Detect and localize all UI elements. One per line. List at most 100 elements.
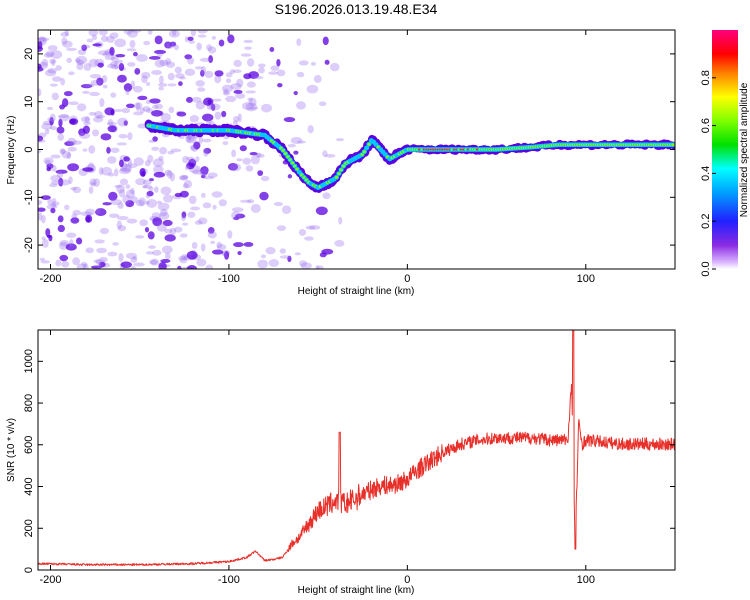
- spectrogram-speckle-cell: [81, 261, 88, 267]
- spectrogram-speckle-cell: [46, 204, 58, 210]
- spectrogram-speckle-cell: [101, 35, 109, 42]
- spectrogram-speckle-cell: [130, 187, 135, 195]
- spectrogram-speckle-cell: [75, 237, 83, 245]
- spectrogram-speckle-cell: [243, 39, 253, 44]
- spectrogram-x-tick-label: 0: [404, 273, 410, 285]
- spectrogram-speckle-cell: [200, 174, 206, 179]
- spectrogram-speckle-cell: [58, 113, 70, 122]
- spectrogram-speckle-cell: [38, 63, 42, 70]
- spectrogram-speckle-cell: [88, 186, 94, 194]
- spectrogram-speckle-cell: [179, 257, 188, 264]
- spectrogram-speckle-cell: [142, 184, 148, 189]
- spectrogram-speckle-cell: [299, 260, 307, 267]
- spectrogram-speckle-cell: [204, 70, 214, 79]
- spectrogram-speckle-cell: [230, 163, 242, 172]
- spectrogram-speckle-cell: [203, 148, 209, 157]
- spectrogram-speckle-cell: [38, 139, 46, 143]
- spectrogram-speckle-cell: [153, 171, 166, 178]
- spectrogram-speckle-cell: [141, 71, 151, 79]
- spectrogram-speckle-cell: [237, 113, 242, 123]
- spectrogram-speckle-cell: [231, 207, 244, 213]
- spectrogram-speckle-cell: [101, 166, 113, 176]
- spectrogram-speckle-cell: [51, 198, 57, 203]
- spectrogram-speckle-cell: [216, 241, 223, 249]
- spectrogram-speckle-cell: [49, 58, 57, 64]
- spectrogram-speckle-cell: [127, 30, 139, 38]
- spectrogram-speckle-cell: [65, 243, 77, 251]
- spectrogram-speckle-cell: [279, 248, 286, 254]
- spectrogram-speckle-cell: [334, 240, 345, 247]
- spectrogram-speckle-cell: [117, 117, 129, 127]
- spectrogram-speckle-cell: [50, 50, 63, 59]
- spectrogram-y-tick-label: 20: [23, 48, 35, 60]
- ridge-cell-core: [293, 164, 297, 168]
- spectrogram-speckle-cell: [50, 164, 57, 172]
- spectrogram-speckle-cell: [104, 56, 116, 61]
- spectrogram-speckle-cell: [88, 145, 96, 154]
- spectrogram-speckle-cell: [149, 98, 161, 104]
- spectrogram-speckle-cell: [205, 264, 214, 269]
- spectrogram-speckle-cell: [59, 148, 66, 155]
- spectrogram-speckle-cell: [273, 202, 284, 207]
- spectrogram-speckle-cell: [130, 257, 138, 263]
- spectrogram-speckle-cell: [152, 158, 165, 167]
- ridge-cell-core: [362, 150, 366, 154]
- ridge-cell-core: [337, 172, 341, 175]
- spectrogram-speckle-cell: [119, 178, 129, 186]
- colorbar-tick-label: 0.2: [700, 214, 712, 229]
- spectrogram-speckle-cell: [233, 89, 243, 94]
- snr-x-tick-label: 0: [404, 574, 410, 586]
- spectrogram-speckle-cell: [250, 203, 261, 213]
- ridge-cell-core: [281, 149, 285, 152]
- spectrogram-speckle-cell: [247, 199, 255, 204]
- spectrogram-speckle-cell: [64, 204, 70, 211]
- spectrogram-speckle-cell: [223, 88, 229, 95]
- spectrogram-speckle-cell: [149, 259, 158, 265]
- spectrogram-speckle-cell: [109, 32, 119, 39]
- spectrogram-speckle-cell: [109, 46, 115, 56]
- spectrogram-speckle-cell: [155, 103, 164, 110]
- spectrogram-speckle-cell: [193, 141, 201, 150]
- spectrogram-speckle-cell: [329, 62, 340, 72]
- snr-y-tick-label: 800: [23, 394, 35, 412]
- spectrogram-speckle-cell: [257, 170, 264, 176]
- spectrogram-speckle-cell: [119, 159, 124, 168]
- spectrogram-speckle-cell: [120, 163, 132, 173]
- spectrogram-speckle-cell: [279, 255, 291, 259]
- spectrogram-speckle-cell: [150, 258, 160, 266]
- spectrogram-speckle-cell: [38, 88, 42, 97]
- spectrogram-speckle-cell: [126, 218, 138, 224]
- spectrogram-speckle-cell: [114, 60, 119, 70]
- spectrogram-speckle-cell: [200, 166, 209, 175]
- spectrogram-speckle-cell: [49, 183, 58, 188]
- spectrogram-speckle-cell: [139, 219, 148, 227]
- spectrogram-speckle-cell: [233, 116, 240, 122]
- spectrogram-speckle-cell: [306, 84, 319, 94]
- spectrogram-speckle-cell: [243, 73, 252, 80]
- spectrogram-speckle-cell: [55, 65, 62, 71]
- spectrogram-speckle-cell: [296, 38, 302, 46]
- spectrogram-speckle-cell: [107, 63, 117, 69]
- spectrogram-speckle-cell: [85, 216, 91, 223]
- spectrogram-speckle-cell: [276, 225, 287, 231]
- spectrogram-speckle-cell: [59, 239, 69, 247]
- spectrogram-speckle-cell: [88, 58, 99, 68]
- spectrogram-speckle-cell: [38, 149, 42, 154]
- spectrogram-speckle-cell: [110, 199, 123, 206]
- spectrogram-speckle-cell: [98, 30, 108, 36]
- spectrogram-speckle-cell: [83, 63, 92, 71]
- spectrogram-speckle-cell: [169, 172, 176, 182]
- spectrogram-speckle-cell: [243, 242, 254, 247]
- spectrogram-speckle-cell: [169, 41, 177, 47]
- spectrogram-speckle-cell: [183, 180, 193, 189]
- spectrogram-speckle-cell: [154, 59, 166, 68]
- snr-x-tick-label: -100: [218, 574, 240, 586]
- spectrogram-speckle-cell: [117, 74, 127, 83]
- spectrogram-speckle-cell: [125, 163, 138, 169]
- spectrogram-speckle-cell: [190, 145, 197, 151]
- spectrogram-speckle-cell: [60, 31, 70, 37]
- spectrogram-speckle-cell: [197, 87, 206, 92]
- spectrogram-speckle-cell: [276, 59, 281, 67]
- spectrogram-speckle-cell: [97, 62, 104, 68]
- spectrogram-speckle-cell: [134, 102, 143, 110]
